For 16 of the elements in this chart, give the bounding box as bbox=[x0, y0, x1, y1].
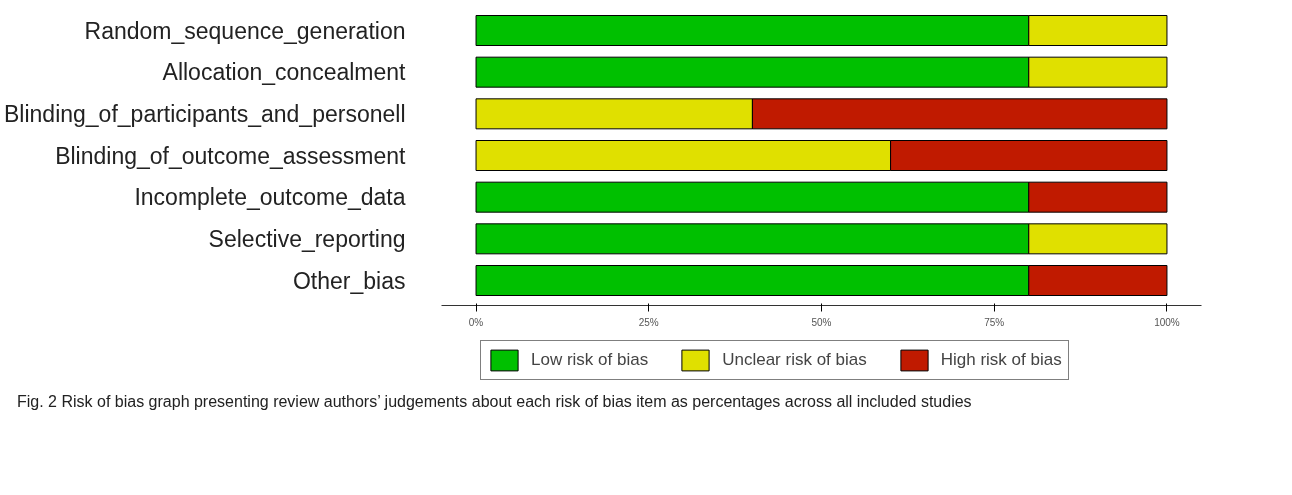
legend-label: Unclear risk of bias bbox=[722, 350, 867, 370]
y-tick-label: Random_sequence_generation bbox=[84, 17, 406, 44]
y-tick-label: Incomplete_outcome_data bbox=[134, 184, 406, 211]
y-tick-label: Selective_reporting bbox=[208, 225, 406, 252]
caption: Fig. 2 Risk of bias graph presenting review authors’ judgements about each risk of bias item as percentages across all included studies bbox=[17, 392, 972, 412]
y-tick-label: Other_bias bbox=[292, 267, 406, 294]
legend-label: Low risk of bias bbox=[531, 350, 649, 370]
y-tick-label: Blinding_of_outcome_assessment bbox=[55, 142, 407, 169]
x-tick-label: 0% bbox=[468, 316, 484, 328]
y-tick-label: Blinding_of_participants_and_personell bbox=[3, 100, 406, 127]
y-tick-label: Allocation_concealment bbox=[162, 59, 407, 86]
x-tick-label: 50% bbox=[811, 316, 832, 328]
x-tick-label: 100% bbox=[1154, 316, 1180, 328]
x-tick-label: 75% bbox=[984, 316, 1005, 328]
legend-label: High risk of bias bbox=[940, 350, 1062, 370]
x-tick-label: 25% bbox=[638, 316, 659, 328]
